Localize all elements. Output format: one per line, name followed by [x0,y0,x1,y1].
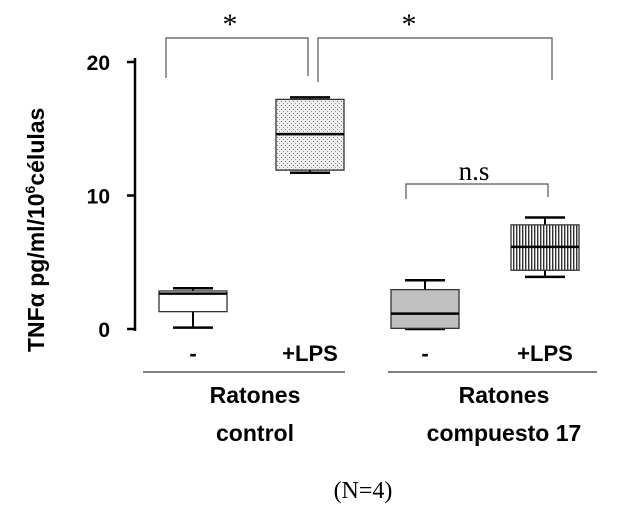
significance-star-2: * [402,8,417,41]
boxes-layer [158,96,580,331]
ns-label: n.s [459,156,490,186]
box-body-0 [158,290,228,313]
box-0 [158,287,228,329]
x-category-labels: - +LPS - +LPS [189,341,572,366]
y-tick-label-2: 20 [87,52,110,75]
y-axis-ticks: 0 10 20 [87,52,135,342]
sample-size-label: (N=4) [334,478,393,504]
group-label-control-line2: control [216,420,294,446]
x-label-2: - [421,341,428,366]
box-3 [510,216,580,279]
group-label-control-line1: Ratones [210,382,301,408]
box-1 [275,96,345,175]
significance-star-1: * [223,8,238,41]
x-label-3: +LPS [517,341,573,366]
y-tick-label-0: 0 [98,319,110,342]
x-label-1: +LPS [282,341,338,366]
group-label-compuesto-line2: compuesto 17 [427,420,582,446]
ns-bracket [405,183,549,199]
box-2 [390,279,460,331]
significance-bracket-2 [317,37,553,82]
group-label-compuesto-line1: Ratones [459,382,550,408]
y-axis-label: TNFα pg/ml/106células [22,108,49,352]
box-body-2 [390,288,460,329]
x-label-0: - [189,341,196,366]
y-tick-label-1: 10 [87,186,110,209]
significance-bracket-1 [165,37,309,78]
